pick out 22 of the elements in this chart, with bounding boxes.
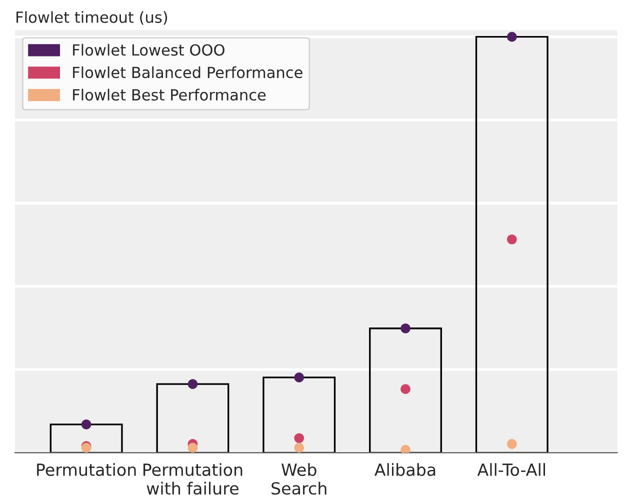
legend-label: Flowlet Best Performance xyxy=(73,88,266,101)
point xyxy=(188,379,198,389)
y-axis-title: Flowlet timeout (us) xyxy=(16,11,168,25)
point xyxy=(400,444,410,453)
point xyxy=(294,372,304,382)
x-tick-label: Web Search xyxy=(272,463,326,495)
point xyxy=(506,32,517,42)
point xyxy=(506,439,517,449)
point xyxy=(81,420,92,430)
x-tick-label: All-To-All xyxy=(477,463,545,476)
x-tick-label: Permutation with failure xyxy=(143,463,242,495)
legend-label: Flowlet Lowest OOO xyxy=(73,44,224,56)
point xyxy=(400,323,410,334)
legend-label: Flowlet Balanced Performance xyxy=(73,66,302,78)
point xyxy=(400,384,410,394)
x-tick-label: Alibaba xyxy=(374,463,436,476)
x-tick-label: Permutation xyxy=(37,463,136,476)
bar xyxy=(475,36,548,453)
point xyxy=(294,433,304,444)
point xyxy=(188,442,198,453)
point xyxy=(294,442,304,453)
point xyxy=(506,234,517,244)
